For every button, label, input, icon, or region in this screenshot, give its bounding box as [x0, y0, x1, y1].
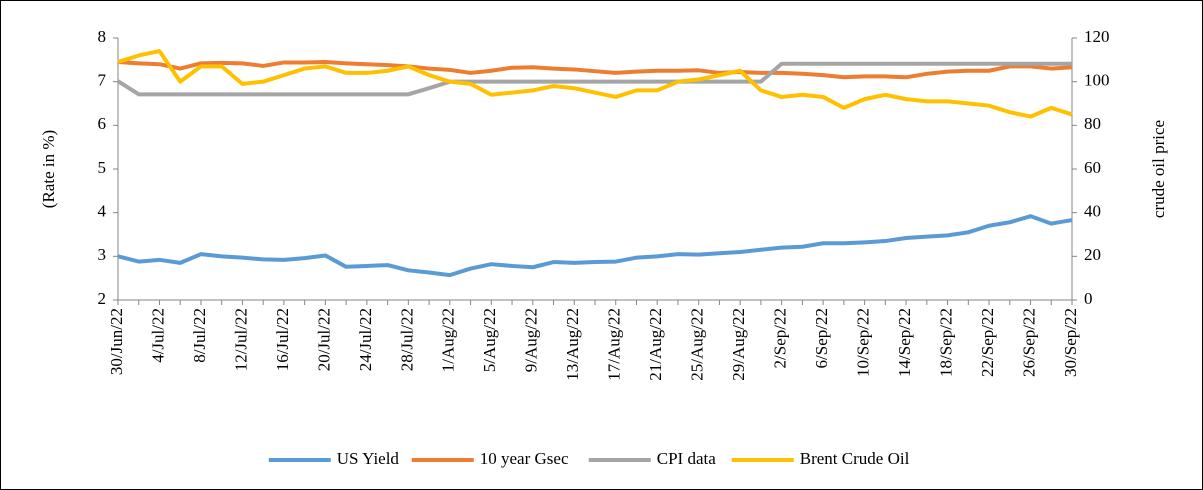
x-tick-label: 24/Jul/22	[356, 308, 375, 371]
x-tick-label: 13/Aug/22	[563, 308, 582, 381]
x-tick-label: 5/Aug/22	[480, 308, 499, 372]
x-tick-label: 21/Aug/22	[646, 308, 665, 381]
x-tick-label: 16/Jul/22	[273, 308, 292, 371]
x-tick-label: 30/Jun/22	[107, 308, 126, 375]
y-tick-label: 7	[98, 71, 107, 90]
y2-tick-label: 0	[1084, 289, 1093, 308]
x-tick-label: 9/Aug/22	[522, 308, 541, 372]
y2-tick-label: 20	[1084, 245, 1101, 264]
series-line	[117, 49, 1073, 119]
y-tick-label: 8	[98, 27, 107, 46]
x-tick-label: 8/Jul/22	[190, 308, 209, 363]
x-tick-label: 12/Jul/22	[231, 308, 250, 371]
x-tick-label: 17/Aug/22	[605, 308, 624, 381]
legend-label: 10 year Gsec	[480, 449, 569, 468]
y-tick-label: 5	[98, 158, 107, 177]
y-tick-label: 3	[98, 245, 107, 264]
x-tick-label: 20/Jul/22	[314, 308, 333, 371]
x-tick-label: 28/Jul/22	[397, 308, 416, 371]
legend-label: US Yield	[337, 449, 400, 468]
legend-label: Brent Crude Oil	[800, 449, 910, 468]
x-tick-label: 14/Sep/22	[895, 308, 914, 377]
y2-tick-label: 100	[1084, 71, 1110, 90]
x-tick-label: 1/Aug/22	[439, 308, 458, 372]
x-tick-label: 6/Sep/22	[812, 308, 831, 368]
x-tick-label: 2/Sep/22	[771, 308, 790, 368]
y-tick-label: 2	[98, 289, 107, 308]
y2-tick-label: 60	[1084, 158, 1101, 177]
series-line	[117, 214, 1073, 278]
x-tick-label: 29/Aug/22	[729, 308, 748, 381]
x-tick-label: 22/Sep/22	[978, 308, 997, 377]
series-line	[116, 61, 1072, 97]
x-tick-label: 10/Sep/22	[854, 308, 873, 377]
y2-axis-title: crude oil price	[1149, 120, 1168, 218]
x-tick-label: 30/Sep/22	[1061, 308, 1080, 377]
x-tick-label: 25/Aug/22	[688, 308, 707, 381]
legend-label: CPI data	[657, 449, 716, 468]
y2-tick-label: 40	[1084, 202, 1101, 221]
y2-tick-label: 80	[1084, 114, 1101, 133]
y-tick-label: 6	[98, 114, 107, 133]
y-axis-title: (Rate in %)	[39, 130, 58, 208]
x-tick-label: 26/Sep/22	[1019, 308, 1038, 377]
x-tick-label: 4/Jul/22	[148, 308, 167, 363]
series-line	[117, 60, 1073, 80]
y2-tick-label: 120	[1084, 27, 1110, 46]
y-tick-label: 4	[98, 202, 107, 221]
x-tick-label: 18/Sep/22	[936, 308, 955, 377]
